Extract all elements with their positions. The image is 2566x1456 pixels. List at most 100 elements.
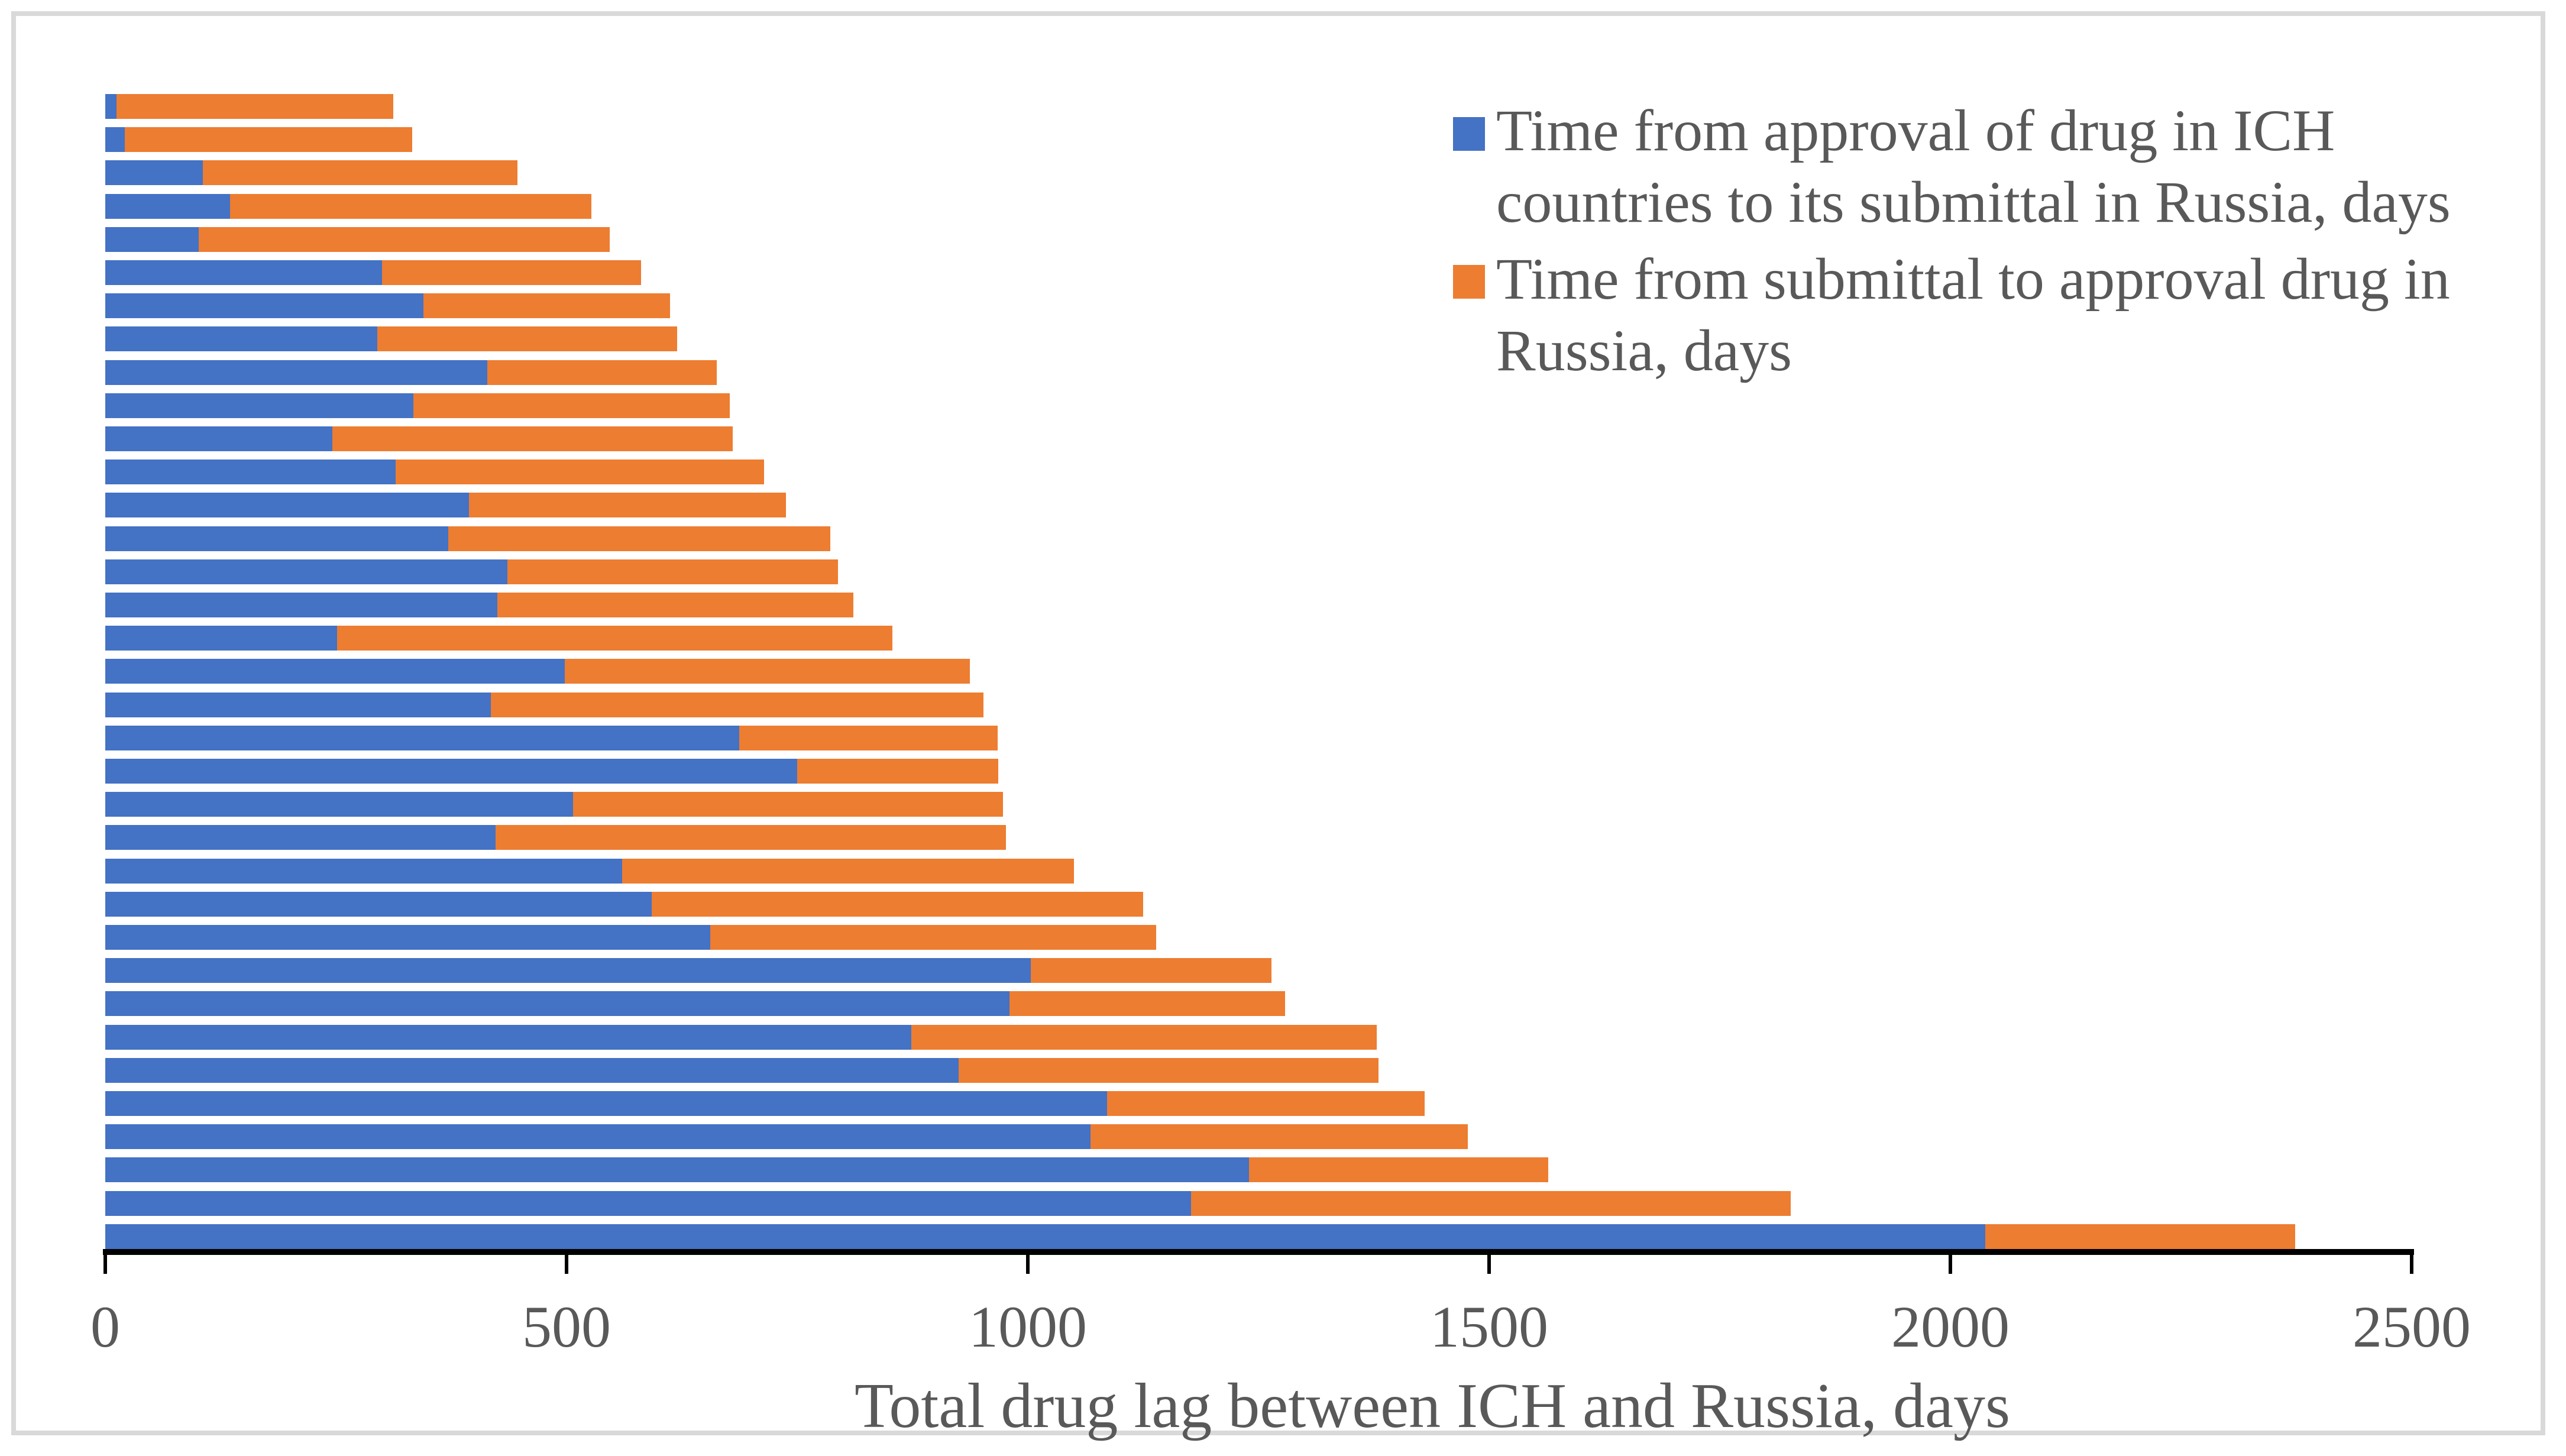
bar-segment-submittal-to-approval bbox=[116, 94, 393, 119]
bar-segment-submittal-to-approval bbox=[710, 925, 1156, 950]
legend-label-line: Time from submittal to approval drug in bbox=[1496, 246, 2450, 312]
bar-row bbox=[105, 127, 2412, 153]
bar-row bbox=[105, 559, 2412, 584]
bar-segment-ich-to-submittal bbox=[105, 692, 491, 717]
bar-row bbox=[105, 593, 2412, 617]
bar-row bbox=[105, 792, 2412, 817]
bar-segment-submittal-to-approval bbox=[1091, 1124, 1468, 1150]
bar-segment-submittal-to-approval bbox=[959, 1057, 1379, 1083]
legend-label-line: Time from approval of drug in ICH bbox=[1496, 98, 2335, 163]
bar-row bbox=[105, 1024, 2412, 1050]
bar-segment-ich-to-submittal bbox=[105, 160, 203, 186]
bar-segment-submittal-to-approval bbox=[448, 526, 831, 551]
bar-row bbox=[105, 1224, 2412, 1249]
bar-segment-ich-to-submittal bbox=[105, 393, 414, 418]
bar-segment-submittal-to-approval bbox=[495, 825, 1006, 850]
bar-row bbox=[105, 692, 2412, 717]
bar-row bbox=[105, 160, 2412, 186]
legend-label-ich-series: Time from approval of drug in ICH countr… bbox=[1496, 95, 2451, 238]
bar-segment-ich-to-submittal bbox=[105, 1057, 959, 1083]
legend-swatch-ich-series bbox=[1453, 117, 1485, 151]
bar-row bbox=[105, 326, 2412, 352]
bar-segment-ich-to-submittal bbox=[105, 792, 573, 817]
bar-segment-ich-to-submittal bbox=[105, 559, 508, 584]
bar-segment-submittal-to-approval bbox=[332, 426, 733, 451]
bar-segment-ich-to-submittal bbox=[105, 1190, 1192, 1216]
bar-segment-submittal-to-approval bbox=[487, 360, 717, 385]
bar-segment-ich-to-submittal bbox=[105, 293, 424, 319]
bar-segment-submittal-to-approval bbox=[1030, 958, 1271, 983]
bar-segment-ich-to-submittal bbox=[105, 991, 1009, 1017]
bar-segment-ich-to-submittal bbox=[105, 360, 487, 385]
bar-row bbox=[105, 227, 2412, 252]
bar-row bbox=[105, 1190, 2412, 1216]
bar-segment-submittal-to-approval bbox=[396, 460, 764, 485]
bar-segment-ich-to-submittal bbox=[105, 925, 711, 950]
bar-segment-submittal-to-approval bbox=[468, 493, 787, 518]
bar-segment-submittal-to-approval bbox=[1985, 1224, 2296, 1249]
bar-segment-ich-to-submittal bbox=[105, 759, 797, 784]
x-axis-tick-mark bbox=[2410, 1255, 2413, 1274]
x-axis-tick-label: 500 bbox=[522, 1294, 611, 1360]
x-axis-tick-label: 1500 bbox=[1430, 1294, 1548, 1360]
bar-row bbox=[105, 858, 2412, 884]
bar-segment-submittal-to-approval bbox=[124, 127, 413, 153]
bar-row bbox=[105, 193, 2412, 219]
bar-segment-ich-to-submittal bbox=[105, 127, 125, 153]
bar-segment-submittal-to-approval bbox=[651, 891, 1143, 917]
bar-segment-submittal-to-approval bbox=[507, 559, 838, 584]
bar-segment-ich-to-submittal bbox=[105, 626, 337, 651]
x-axis-title: Total drug lag between ICH and Russia, d… bbox=[854, 1371, 2011, 1441]
x-axis-tick-label: 2500 bbox=[2353, 1294, 2471, 1360]
bar-row bbox=[105, 1057, 2412, 1083]
legend-swatch-russia-series bbox=[1453, 265, 1485, 299]
bar-row bbox=[105, 958, 2412, 983]
bar-row bbox=[105, 94, 2412, 119]
bar-segment-submittal-to-approval bbox=[797, 759, 999, 784]
bar-row bbox=[105, 1157, 2412, 1183]
bar-row bbox=[105, 725, 2412, 750]
bar-segment-ich-to-submittal bbox=[105, 1124, 1091, 1150]
x-axis-tick-mark bbox=[1487, 1255, 1491, 1274]
bar-segment-submittal-to-approval bbox=[1191, 1190, 1791, 1216]
bar-segment-ich-to-submittal bbox=[105, 260, 382, 285]
bar-segment-ich-to-submittal bbox=[105, 725, 739, 750]
bar-row bbox=[105, 260, 2412, 285]
bar-segment-ich-to-submittal bbox=[105, 526, 449, 551]
bar-segment-submittal-to-approval bbox=[336, 626, 892, 651]
bar-segment-ich-to-submittal bbox=[105, 858, 622, 884]
bar-segment-ich-to-submittal bbox=[105, 1091, 1108, 1116]
bar-row bbox=[105, 460, 2412, 485]
bar-segment-ich-to-submittal bbox=[105, 891, 652, 917]
bar-segment-ich-to-submittal bbox=[105, 193, 230, 219]
bar-segment-ich-to-submittal bbox=[105, 94, 117, 119]
bar-segment-ich-to-submittal bbox=[105, 493, 469, 518]
legend-label-line: countries to its submittal in Russia, da… bbox=[1496, 169, 2451, 235]
bar-segment-ich-to-submittal bbox=[105, 593, 497, 617]
bar-segment-ich-to-submittal bbox=[105, 659, 565, 684]
bar-segment-submittal-to-approval bbox=[382, 260, 642, 285]
x-axis-tick-label: 0 bbox=[90, 1294, 120, 1360]
bar-segment-ich-to-submittal bbox=[105, 326, 378, 352]
x-axis-tick-mark bbox=[1949, 1255, 1952, 1274]
bar-segment-submittal-to-approval bbox=[911, 1024, 1377, 1050]
bar-segment-ich-to-submittal bbox=[105, 1157, 1250, 1183]
bar-row bbox=[105, 493, 2412, 518]
bar-segment-submittal-to-approval bbox=[377, 326, 678, 352]
bar-segment-submittal-to-approval bbox=[739, 725, 998, 750]
bar-segment-submittal-to-approval bbox=[203, 160, 518, 186]
x-axis-tick-label: 2000 bbox=[1891, 1294, 2010, 1360]
bar-segment-ich-to-submittal bbox=[105, 460, 396, 485]
bar-row bbox=[105, 659, 2412, 684]
x-axis-tick-mark bbox=[103, 1255, 107, 1274]
x-axis-line bbox=[103, 1249, 2414, 1255]
bar-row bbox=[105, 426, 2412, 451]
legend-label-russia-series: Time from submittal to approval drug in … bbox=[1496, 243, 2450, 386]
bar-segment-submittal-to-approval bbox=[1009, 991, 1286, 1017]
bar-row bbox=[105, 825, 2412, 850]
legend-label-line: Russia, days bbox=[1496, 318, 1792, 383]
bar-segment-submittal-to-approval bbox=[564, 659, 970, 684]
bar-segment-ich-to-submittal bbox=[105, 426, 332, 451]
bar-row bbox=[105, 1091, 2412, 1116]
